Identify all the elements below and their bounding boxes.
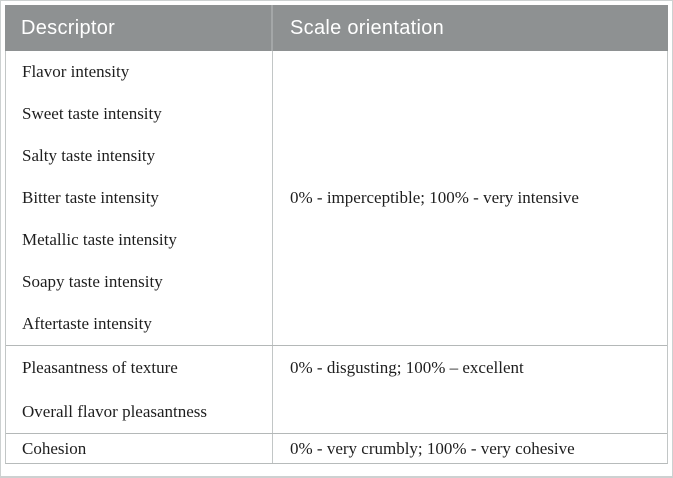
descriptor-cell-group-intensity: Flavor intensity Sweet taste intensity S… (6, 51, 273, 345)
descriptor-cell-group-cohesion: Cohesion (6, 434, 273, 463)
scale-cell-group-cohesion: 0% - very crumbly; 100% - very cohesive (273, 434, 667, 463)
descriptor-soapy-taste-intensity: Soapy taste intensity (22, 272, 163, 291)
row-group-intensity: Flavor intensity Sweet taste intensity S… (6, 51, 667, 345)
scale-orientation-intensity: 0% - imperceptible; 100% - very intensiv… (290, 188, 579, 207)
scale-orientation-pleasantness: 0% - disgusting; 100% – excellent (290, 358, 524, 377)
scale-orientation-cohesion: 0% - very crumbly; 100% - very cohesive (290, 438, 575, 458)
descriptor-sweet-taste-intensity: Sweet taste intensity (22, 104, 162, 123)
row-group-cohesion: Cohesion 0% - very crumbly; 100% - very … (6, 433, 667, 463)
descriptor-aftertaste-intensity: Aftertaste intensity (22, 314, 152, 333)
descriptor-metallic-taste-intensity: Metallic taste intensity (22, 230, 177, 249)
descriptor-flavor-intensity: Flavor intensity (22, 62, 130, 81)
column-header-descriptor: Descriptor (5, 5, 273, 51)
table-body: Flavor intensity Sweet taste intensity S… (5, 51, 668, 464)
descriptor-overall-flavor-pleasantness: Overall flavor pleasantness (22, 402, 208, 421)
descriptor-cohesion: Cohesion (22, 439, 87, 458)
descriptor-salty-taste-intensity: Salty taste intensity (22, 146, 156, 165)
descriptor-bitter-taste-intensity: Bitter taste intensity (22, 188, 159, 207)
descriptor-pleasantness-of-texture: Pleasantness of texture (22, 358, 178, 377)
table-header-row: Descriptor Scale orientation (5, 5, 668, 51)
descriptor-cell-group-pleasantness: Pleasantness of texture Overall flavor p… (6, 346, 273, 433)
sensory-descriptor-table: Descriptor Scale orientation Flavor inte… (5, 5, 668, 464)
column-header-scale-orientation: Scale orientation (290, 16, 445, 39)
scale-cell-group-pleasantness: 0% - disgusting; 100% – excellent (273, 346, 667, 433)
scale-cell-group-intensity: 0% - imperceptible; 100% - very intensiv… (273, 51, 667, 345)
row-group-pleasantness: Pleasantness of texture Overall flavor p… (6, 345, 667, 433)
